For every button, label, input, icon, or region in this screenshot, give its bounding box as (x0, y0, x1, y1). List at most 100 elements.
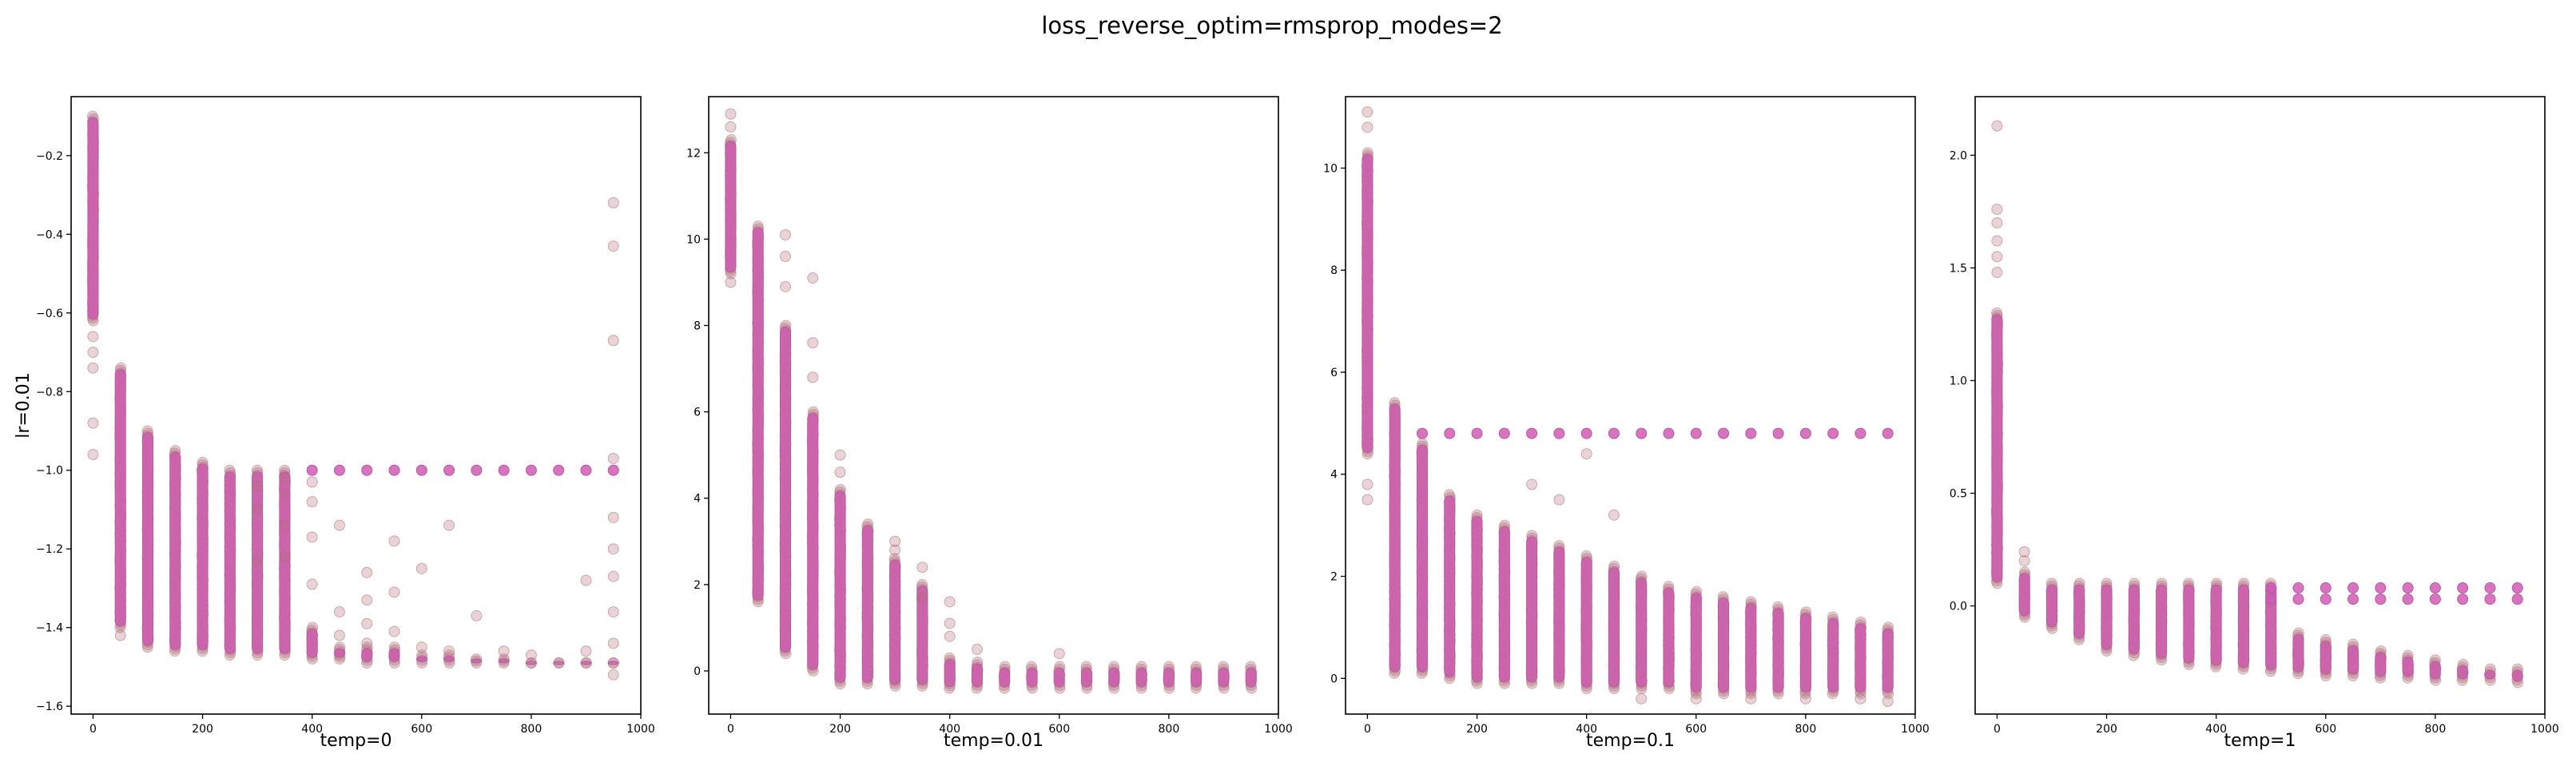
mode-point (498, 464, 510, 476)
x-axis: 0 200 400 600 800 1000 (1994, 714, 2559, 736)
x-tick: 0 (1994, 714, 2001, 736)
outlier-point (1362, 494, 1373, 506)
outlier-point (361, 566, 373, 578)
mean-point (2375, 652, 2387, 677)
mean-point (1245, 668, 1257, 688)
outlier-point (498, 645, 510, 657)
mean-point (971, 663, 983, 688)
mean-point (306, 629, 318, 658)
outlier-point (361, 617, 373, 629)
x-tick-label: 400 (2205, 723, 2227, 736)
x-tick: 800 (521, 714, 542, 736)
outlier-point (87, 362, 99, 374)
y-tick: 6 (694, 407, 709, 419)
x-tick: 0 (89, 714, 97, 736)
outlier-point (725, 108, 737, 120)
y-tick-label: 1.5 (1950, 262, 1967, 275)
y-tick: 10 (1323, 162, 1346, 175)
outlier-point (834, 449, 846, 461)
mode-point (1526, 427, 1538, 439)
outlier-point (1636, 693, 1648, 704)
mean-point (2292, 633, 2304, 673)
mode-point (2402, 582, 2414, 594)
x-tick-label: 600 (1048, 723, 1070, 736)
mode-point (1663, 427, 1675, 439)
x-tick-label: 600 (1685, 723, 1707, 736)
outlier-point (607, 335, 619, 347)
y-tick: 8 (1330, 264, 1346, 277)
mean-point (2402, 657, 2414, 677)
subplot-temp-0: −1.6 −1.4 −1.2 −1.0 −0.8 −0.6 −0.4 −0.2 0 200 400… (14, 96, 655, 751)
outlier-point (607, 605, 619, 617)
mode-point (1471, 427, 1483, 439)
mean-point (471, 659, 483, 664)
outlier-point (306, 531, 318, 543)
y-tick: 0 (1330, 673, 1346, 685)
mean-point (333, 648, 345, 658)
mode-point (1772, 427, 1784, 439)
y-tick-label: −1.4 (36, 622, 63, 635)
x-tick-label: 400 (1576, 723, 1597, 736)
mean-point (2320, 641, 2332, 675)
y-tick: 0.0 (1950, 601, 1975, 613)
mean-point (944, 659, 956, 688)
outlier-point (279, 472, 291, 484)
outlier-point (580, 574, 592, 586)
y-tick: 4 (694, 493, 709, 506)
x-tick-label: 1000 (1901, 723, 1930, 736)
mean-point (279, 471, 291, 654)
y-tick-label: −1.2 (36, 543, 63, 556)
y-tick: −0.4 (36, 228, 71, 241)
mode-point (2429, 582, 2441, 594)
outlier-point (607, 452, 619, 464)
figure-title: loss_reverse_optim=rmsprop_modes=2 (1041, 12, 1502, 39)
x-tick: 400 (301, 714, 323, 736)
outlier-point (1053, 648, 1065, 660)
mode-point (1498, 427, 1510, 439)
y-tick-label: −1.6 (36, 701, 63, 713)
mean-point (1389, 403, 1401, 673)
x-tick-label: 0 (727, 723, 734, 736)
mean-point (2073, 584, 2085, 639)
mode-point (2320, 582, 2332, 594)
mode-point (1799, 427, 1811, 439)
y-tick: −1.2 (36, 543, 71, 556)
y-tick: −0.2 (36, 150, 71, 163)
outlier-point (607, 240, 619, 252)
x-tick-label: 200 (829, 723, 851, 736)
mean-point (834, 490, 846, 683)
outlier-point (415, 641, 427, 653)
mean-point (1553, 546, 1565, 683)
outlier-point (971, 643, 983, 655)
mode-point (2402, 593, 2414, 605)
outlier-point (388, 586, 400, 598)
x-tick-label: 800 (2425, 723, 2447, 736)
y-tick-label: 4 (694, 493, 701, 506)
x-tick-label: 1000 (2530, 723, 2559, 736)
y-tick: 1.5 (1950, 262, 1975, 275)
x-tick-label: 1000 (1264, 723, 1293, 736)
mode-point (2484, 593, 2496, 605)
plot-frame (1345, 96, 1916, 715)
mode-point (2265, 582, 2277, 594)
outlier-point (306, 496, 318, 508)
mode-point (580, 464, 592, 476)
x-tick-label: 600 (411, 723, 432, 736)
mean-point (2045, 584, 2057, 628)
subplot-temp-1: 0.0 0.5 1.0 1.5 2.0 0 200 400 600 800 1000 temp=1 (1950, 96, 2559, 751)
mean-point (1416, 444, 1428, 673)
scatter-points (1990, 120, 2524, 689)
mean-point (2347, 645, 2359, 675)
x-tick-label: 200 (1466, 723, 1488, 736)
x-tick: 800 (1795, 714, 1816, 736)
y-axis: 0.0 0.5 1.0 1.5 2.0 (1950, 149, 1975, 613)
x-tick-label: 600 (2315, 723, 2336, 736)
x-tick-label: 0 (89, 723, 97, 736)
mean-point (1854, 623, 1866, 693)
x-tick-label: 1000 (626, 723, 655, 736)
mean-point (2457, 665, 2469, 680)
outlier-point (607, 637, 619, 649)
outlier-point (471, 609, 483, 621)
y-axis: 0 2 4 6 8 10 12 (686, 147, 709, 678)
